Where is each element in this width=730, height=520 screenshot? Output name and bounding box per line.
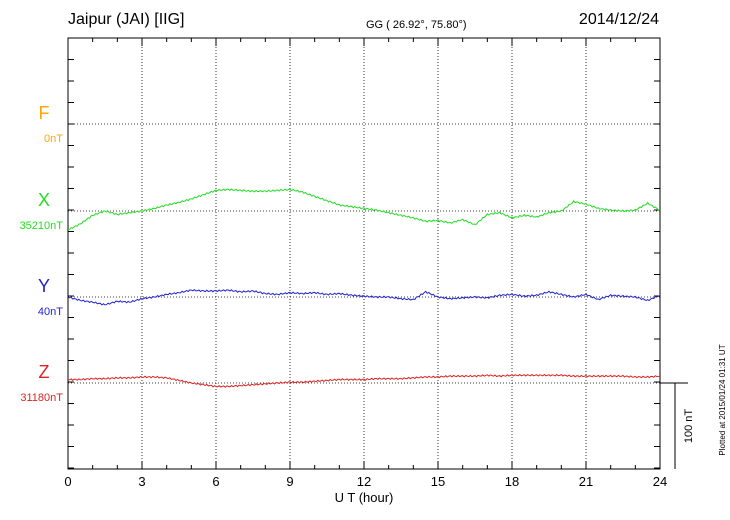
date-label: 2014/12/24: [579, 11, 659, 28]
series-name-f: F: [39, 103, 50, 123]
scale-bar-label: 100 nT: [683, 409, 695, 444]
plotted-timestamp: Plotted at 2015/01/24 01:31 UT: [718, 344, 727, 455]
station-title: Jaipur (JAI) [IIG]: [68, 11, 184, 28]
series-name-x: X: [38, 190, 50, 210]
x-tick-label: 21: [579, 474, 593, 489]
series-baseline-f: 0nT: [44, 133, 63, 145]
series-baseline-y: 40nT: [38, 306, 63, 318]
series-name-z: Z: [39, 362, 50, 382]
coordinates-label: GG ( 26.92°, 75.80°): [366, 19, 467, 31]
series-baseline-x: 35210nT: [20, 220, 64, 232]
x-tick-label: 3: [138, 474, 145, 489]
x-tick-label: 6: [212, 474, 219, 489]
x-tick-label: 12: [357, 474, 371, 489]
x-tick-label: 24: [653, 474, 667, 489]
grid-lines: [68, 38, 660, 469]
series-name-y: Y: [38, 276, 50, 296]
x-tick-label: 18: [505, 474, 519, 489]
series-line-y: [67, 288, 661, 306]
x-axis-label: U T (hour): [335, 490, 394, 505]
x-tick-label: 0: [64, 474, 71, 489]
series-line-z: [67, 373, 661, 388]
series-baseline-z: 31180nT: [20, 392, 63, 404]
series-labels: F 0nT X 35210nT Y 40nT Z 31180nT: [20, 103, 64, 404]
x-tick-label: 9: [286, 474, 293, 489]
x-tick-labels: 0 3 6 9 12 15 18 21 24: [64, 474, 667, 489]
x-tick-label: 15: [431, 474, 445, 489]
series-group: [67, 188, 661, 388]
series-line-x: [67, 188, 661, 231]
